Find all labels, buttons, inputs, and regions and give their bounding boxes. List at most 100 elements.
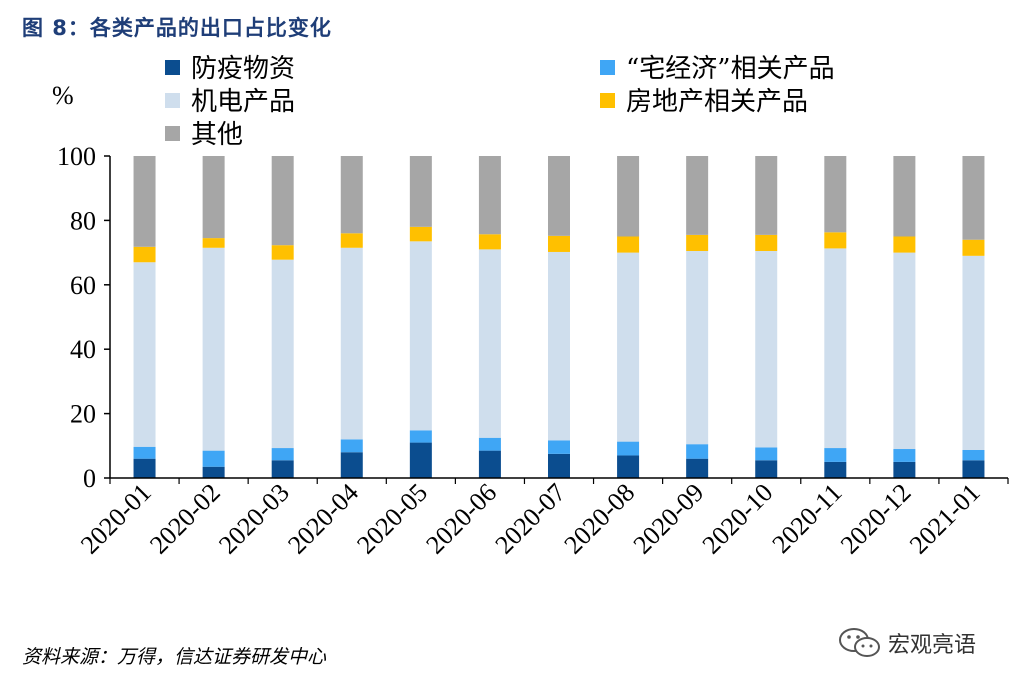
bar-segment-2020-10-s4 [755, 156, 778, 235]
legend-label: 房地产相关产品 [626, 87, 808, 117]
bar-segment-2020-06-s3 [478, 234, 501, 250]
bar-segment-2020-04-s2 [340, 247, 363, 440]
bar-segment-2020-06-s0 [478, 450, 501, 478]
legend-label: 防疫物资 [191, 54, 295, 84]
bar-segment-2020-10-s0 [755, 460, 778, 478]
bar-segment-2020-12-s4 [893, 156, 916, 237]
bar-segment-2020-08-s3 [617, 236, 640, 253]
bar-segment-2020-07-s3 [548, 235, 570, 252]
bar-segment-2020-05-s3 [409, 226, 432, 242]
wechat-icon [839, 628, 880, 657]
bar-segment-2020-08-s2 [617, 252, 640, 442]
legend-swatch [600, 60, 615, 75]
bar-segment-2020-03-s2 [271, 259, 294, 449]
bar-segment-2020-02-s2 [202, 247, 225, 451]
bar-segment-2021-01-s0 [962, 460, 985, 478]
bar-segment-2020-12-s3 [893, 236, 916, 253]
x-tick-label: 2020-11 [766, 478, 847, 559]
bar-segment-2020-01-s4 [133, 156, 156, 247]
bar-segment-2020-02-s4 [202, 156, 225, 239]
y-tick-label: 40 [70, 335, 96, 364]
bar-segment-2020-10-s1 [755, 447, 778, 461]
legend-label: 其他 [191, 120, 243, 150]
bars-group [133, 156, 985, 478]
bar-segment-2020-07-s2 [548, 251, 570, 441]
bar-segment-2020-04-s3 [340, 233, 363, 248]
legend-swatch [165, 126, 180, 141]
legend-label: 机电产品 [191, 87, 295, 117]
bar-segment-2020-03-s0 [271, 460, 294, 478]
bar-segment-2020-04-s0 [340, 452, 363, 478]
bar-segment-2020-09-s2 [686, 250, 709, 445]
bar-segment-2020-04-s1 [340, 439, 363, 453]
watermark-text: 宏观亮语 [888, 633, 977, 658]
bar-segment-2020-01-s0 [133, 458, 156, 478]
bar-segment-2020-08-s4 [617, 156, 640, 237]
bar-segment-2021-01-s3 [962, 239, 985, 256]
bar-segment-2020-08-s1 [617, 441, 640, 456]
bar-segment-2020-11-s2 [824, 248, 847, 449]
x-tick-label: 2020-08 [559, 478, 641, 560]
y-tick-label: 100 [57, 142, 96, 171]
y-tick-label: 0 [83, 464, 96, 493]
bar-segment-2020-07-s0 [548, 453, 570, 478]
bar-segment-2021-01-s2 [962, 255, 985, 450]
x-tick-label: 2020-02 [144, 478, 226, 560]
axes-group [109, 156, 1008, 479]
x-tick-label: 2020-12 [835, 478, 917, 560]
watermark: 宏观亮语 [838, 627, 976, 659]
x-tick-label: 2020-04 [282, 478, 364, 560]
bar-segment-2020-03-s3 [271, 245, 294, 260]
bar-segment-2020-09-s3 [686, 234, 709, 251]
bar-segment-2020-05-s2 [409, 241, 432, 431]
bar-segment-2020-07-s4 [548, 156, 570, 236]
bar-segment-2020-11-s4 [824, 156, 847, 233]
bar-segment-2020-05-s1 [409, 430, 432, 443]
bar-segment-2020-02-s1 [202, 450, 225, 467]
legend-swatch [600, 93, 615, 108]
bar-segment-2020-10-s2 [755, 250, 778, 448]
bar-segment-2020-02-s3 [202, 238, 225, 248]
bar-segment-2020-05-s4 [409, 156, 432, 227]
legend-label: “宅经济”相关产品 [626, 54, 835, 84]
bar-segment-2020-01-s1 [133, 446, 156, 459]
y-tick-label: 20 [70, 400, 96, 429]
bar-segment-2020-01-s3 [133, 246, 156, 263]
bar-segment-2020-03-s4 [271, 156, 294, 246]
bar-segment-2020-05-s0 [409, 442, 432, 478]
x-ticks-group: 2020-012020-022020-032020-042020-052020-… [75, 478, 1009, 560]
x-tick-label: 2020-09 [628, 478, 710, 560]
bar-segment-2020-11-s0 [824, 461, 847, 478]
bar-segment-2020-10-s3 [755, 234, 778, 251]
bar-segment-2020-11-s3 [824, 232, 847, 249]
bar-segment-2021-01-s4 [962, 156, 985, 240]
bar-segment-2020-08-s0 [617, 455, 640, 478]
bar-segment-2020-04-s4 [340, 156, 363, 234]
bar-segment-2020-06-s2 [478, 249, 501, 438]
bar-segment-2020-12-s0 [893, 461, 916, 478]
bar-segment-2020-11-s1 [824, 448, 847, 462]
y-ticks-group: 0 20 40 60 80 100 [57, 142, 110, 493]
bar-segment-2021-01-s1 [962, 449, 985, 461]
bar-segment-2020-02-s0 [202, 466, 225, 478]
legend-swatch [165, 93, 180, 108]
bar-segment-2020-09-s1 [686, 444, 709, 459]
bar-segment-2020-06-s4 [478, 156, 501, 235]
x-tick-label: 2020-03 [213, 478, 295, 560]
source-note: 资料来源：万得，信达证券研发中心 [22, 646, 327, 668]
bar-segment-2020-09-s0 [686, 458, 709, 478]
bar-segment-2020-01-s2 [133, 262, 156, 447]
x-tick-label: 2021-01 [904, 478, 986, 560]
x-tick-label: 2020-06 [420, 478, 502, 560]
x-tick-label: 2020-05 [351, 478, 433, 560]
y-tick-label: 60 [70, 271, 96, 300]
legend-swatch [165, 60, 180, 75]
figure-title: 图 8：各类产品的出口占比变化 [22, 16, 332, 40]
y-tick-label: 80 [70, 206, 96, 235]
x-tick-label: 2020-07 [489, 478, 571, 560]
bar-segment-2020-12-s2 [893, 252, 916, 450]
bar-segment-2020-03-s1 [271, 448, 294, 461]
bar-segment-2020-12-s1 [893, 449, 916, 462]
